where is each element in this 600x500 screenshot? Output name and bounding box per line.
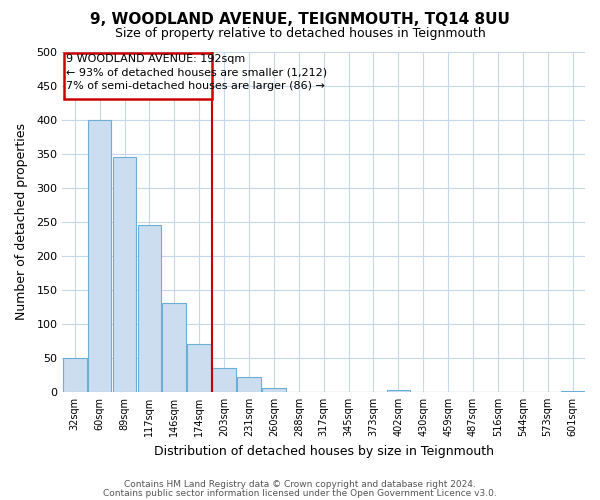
Bar [163,304,186,392]
Bar [187,344,211,392]
Text: Contains public sector information licensed under the Open Government Licence v3: Contains public sector information licen… [103,488,497,498]
Text: Size of property relative to detached houses in Teignmouth: Size of property relative to detached ho… [115,28,485,40]
Bar [237,377,261,392]
Bar [386,390,410,392]
FancyBboxPatch shape [64,53,212,99]
Bar [63,358,86,392]
Text: 9 WOODLAND AVENUE: 192sqm
← 93% of detached houses are smaller (1,212)
7% of sem: 9 WOODLAND AVENUE: 192sqm ← 93% of detac… [66,54,327,90]
X-axis label: Distribution of detached houses by size in Teignmouth: Distribution of detached houses by size … [154,444,494,458]
Text: Contains HM Land Registry data © Crown copyright and database right 2024.: Contains HM Land Registry data © Crown c… [124,480,476,489]
Bar [262,388,286,392]
Text: 9, WOODLAND AVENUE, TEIGNMOUTH, TQ14 8UU: 9, WOODLAND AVENUE, TEIGNMOUTH, TQ14 8UU [90,12,510,28]
Bar [212,368,236,392]
Y-axis label: Number of detached properties: Number of detached properties [15,123,28,320]
Bar [88,120,112,392]
Bar [113,157,136,392]
Bar [137,225,161,392]
Bar [561,390,584,392]
